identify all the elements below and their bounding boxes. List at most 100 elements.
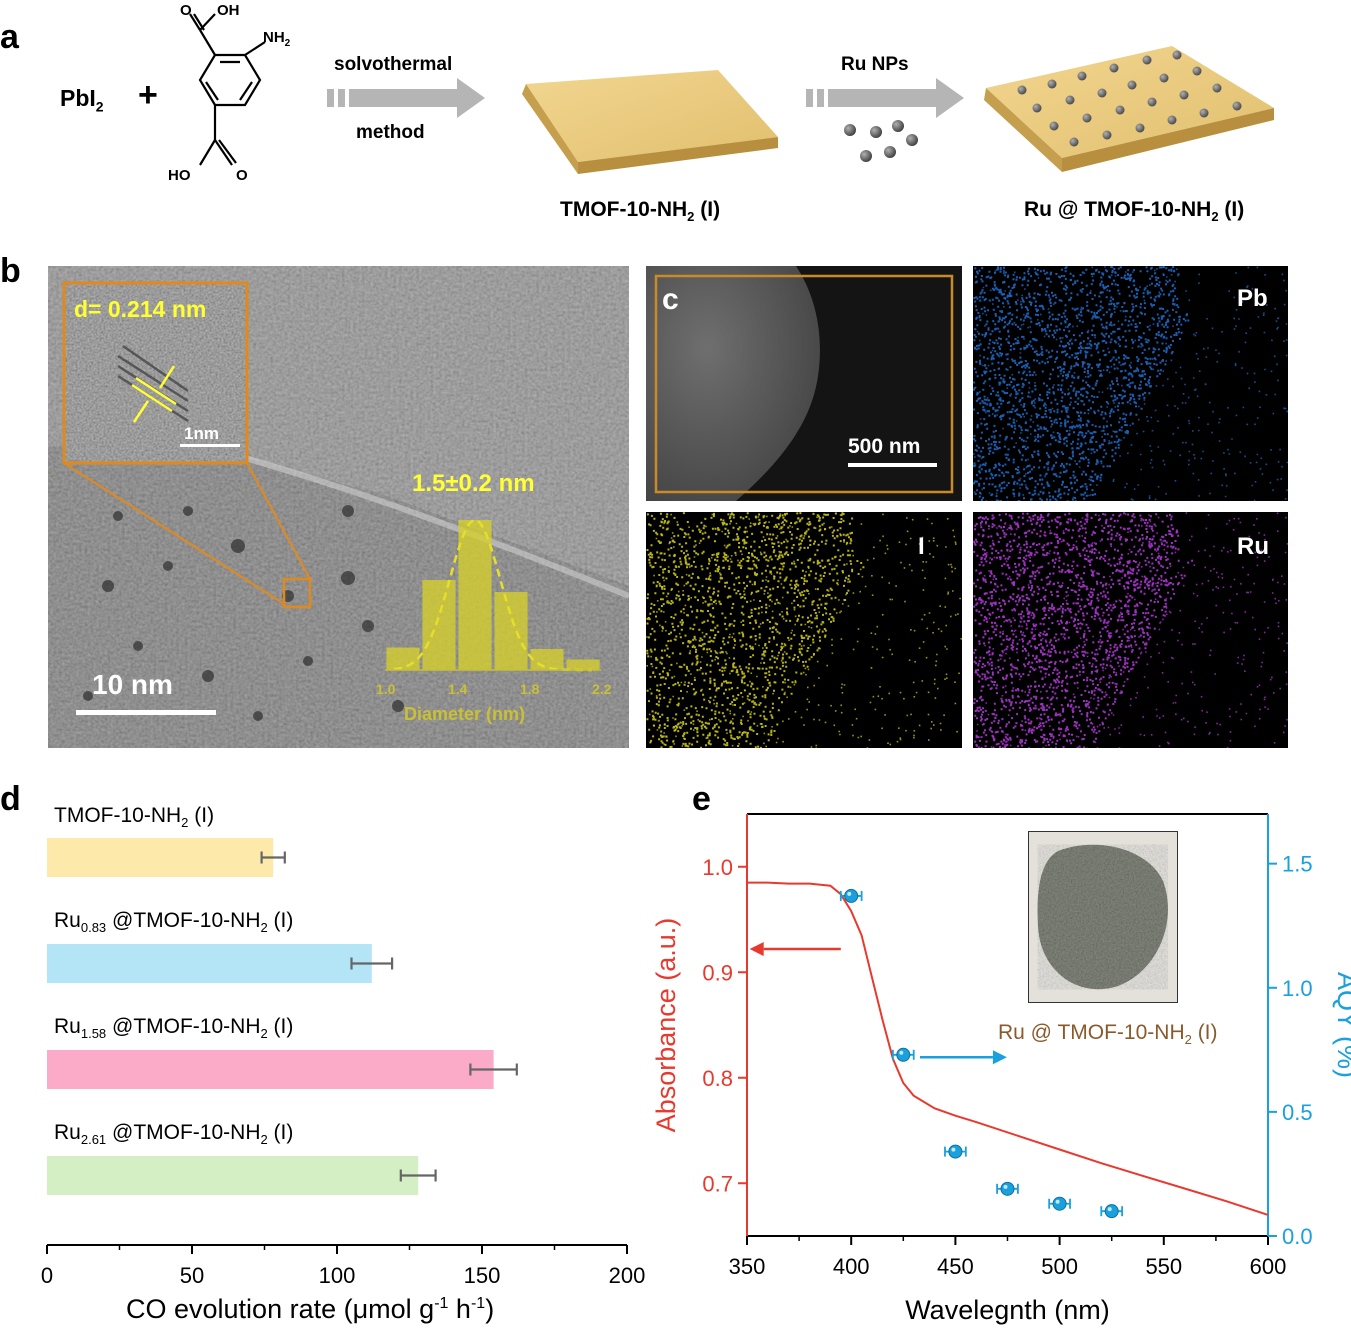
ligand-structure: O OH NH2 HO O (168, 2, 291, 184)
ligand-oh-top: OH (217, 2, 240, 19)
aqy-point (1000, 1181, 1015, 1196)
absorbance-curve (747, 881, 1269, 1216)
hist-bar (458, 520, 492, 670)
pbi2-reactant: PbI2 (60, 85, 104, 115)
eds-map-svg (973, 512, 1289, 750)
inset-d-spacing: d= 0.214 nm (74, 296, 207, 322)
panel-e-label: e (692, 780, 711, 818)
bar-label-2: Ru0.83 @TMOF-10-NH2 (I) (54, 909, 294, 936)
ligand-o-top: O (180, 2, 192, 19)
co-evolution-bar-chart: 0 50 100 150 200 (41, 838, 646, 1288)
panel-c-label: c (662, 283, 679, 316)
x-tick-label: 150 (464, 1263, 501, 1288)
aqy-point-highlight (847, 891, 852, 896)
aqy-point-highlight (1107, 1207, 1112, 1212)
powder-label: Ru @ TMOF-10-NH2 (I) (998, 1021, 1218, 1048)
aqy-point-highlight (951, 1147, 956, 1152)
aqy-point-highlight (1055, 1199, 1060, 1204)
hist-tick-1: 1.0 (376, 681, 396, 697)
product2-label: Ru @ TMOF-10-NH2 (I) (1024, 198, 1245, 225)
y-left-tick-label: 0.9 (702, 960, 733, 985)
mof-slab (522, 70, 778, 174)
ligand-ho-bottom: HO (168, 167, 191, 184)
y-right-tick-label: 0.0 (1282, 1224, 1313, 1249)
y-left-tick-label: 1.0 (702, 855, 733, 880)
x-tick-label: 450 (937, 1254, 974, 1279)
arrow1-bottom-label: method (356, 122, 425, 143)
eds-map-pb (973, 266, 1289, 503)
left-arrow-head (749, 942, 764, 957)
panel-b-label: b (0, 252, 21, 290)
aqy-point (1052, 1196, 1067, 1211)
bar-4 (47, 1156, 419, 1195)
arrow2-top-label: Ru NPs (841, 54, 909, 75)
eds-i-label: I (918, 533, 925, 560)
x-tick-label: 50 (180, 1263, 204, 1288)
x-tick-label: 500 (1041, 1254, 1078, 1279)
hist-tick-2: 1.4 (448, 681, 468, 697)
eds-map-i (646, 512, 963, 750)
eds-ru-label: Ru (1237, 533, 1269, 560)
aqy-point-highlight (1003, 1184, 1008, 1189)
bar-label-1: TMOF-10-NH2 (I) (54, 804, 215, 831)
y-right-tick-label: 1.0 (1282, 976, 1313, 1001)
eds-signal-dense (646, 512, 865, 750)
hist-bar (530, 649, 564, 670)
x-tick-label: 200 (609, 1263, 646, 1288)
arrow1-top-label: solvothermal (334, 54, 453, 75)
hist-bar (566, 659, 600, 670)
x-axis-label: Wavelegnth (nm) (905, 1295, 1110, 1325)
hist-gaussian-fit (393, 519, 592, 672)
tem-image (48, 266, 629, 748)
bar-label-4: Ru2.61 @TMOF-10-NH2 (I) (54, 1121, 294, 1148)
aqy-point (1104, 1204, 1119, 1219)
hist-tick-3: 1.8 (520, 681, 540, 697)
eds-signal-dense (973, 512, 1194, 750)
hist-xlabel: Diameter (nm) (404, 704, 526, 724)
plus-sign: + (138, 76, 158, 114)
pbi2-text: PbI (60, 85, 96, 111)
bar-1 (47, 838, 274, 877)
aqy-point (948, 1144, 963, 1159)
hist-bar (494, 592, 528, 670)
sem-image (646, 266, 962, 501)
product1-label: TMOF-10-NH2 (I) (560, 198, 721, 225)
absorbance-aqy-chart: 350 400 450 500 550 600 0.7 0.8 0.9 1.0 0.0 0.5 1.0 1… (651, 813, 1351, 1325)
ligand-nh2: NH2 (263, 29, 291, 49)
panel-a-label: a (0, 18, 19, 56)
panel-d-label: d (0, 780, 21, 818)
powder-photo (1028, 831, 1178, 1003)
y-right-tick-label: 0.5 (1282, 1100, 1313, 1125)
ru-np-spheres (844, 120, 918, 162)
arrow-ru-nps (806, 78, 964, 118)
eds-map-svg (973, 266, 1289, 503)
arrow-solvothermal (327, 78, 485, 118)
aqy-point-highlight (899, 1050, 904, 1055)
pbi2-sub: 2 (95, 98, 104, 115)
panel-d-xlabel: CO evolution rate (μmol g-1 h-1) (126, 1294, 495, 1324)
aqy-point (844, 888, 859, 903)
y-left-tick-label: 0.7 (702, 1171, 733, 1196)
x-tick-label: 0 (41, 1263, 53, 1288)
eds-signal-dense (973, 266, 1190, 503)
eds-signal-sparse (976, 512, 1289, 749)
right-arrow-head (992, 1050, 1007, 1065)
y-right-tick-label: 1.5 (1282, 852, 1313, 877)
sem-scale-label: 500 nm (848, 435, 921, 458)
eds-map-svg (646, 512, 963, 750)
y-right-axis-label: AQY (%) (1332, 972, 1351, 1078)
bar-label-3: Ru1.58 @TMOF-10-NH2 (I) (54, 1015, 294, 1042)
inset-scale-label: 1nm (184, 424, 219, 443)
particle-size-label: 1.5±0.2 nm (412, 470, 535, 497)
hist-bar (386, 647, 420, 670)
x-tick-label: 600 (1250, 1254, 1287, 1279)
x-tick-label: 400 (833, 1254, 870, 1279)
eds-pb-label: Pb (1237, 285, 1268, 312)
ru-mof-slab (984, 46, 1274, 172)
bar-3 (47, 1050, 494, 1089)
bar-2 (47, 944, 372, 983)
y-left-axis-label: Absorbance (a.u.) (651, 918, 681, 1133)
x-tick-label: 350 (729, 1254, 766, 1279)
aqy-point (896, 1047, 911, 1062)
tem-scale-label: 10 nm (92, 669, 173, 700)
